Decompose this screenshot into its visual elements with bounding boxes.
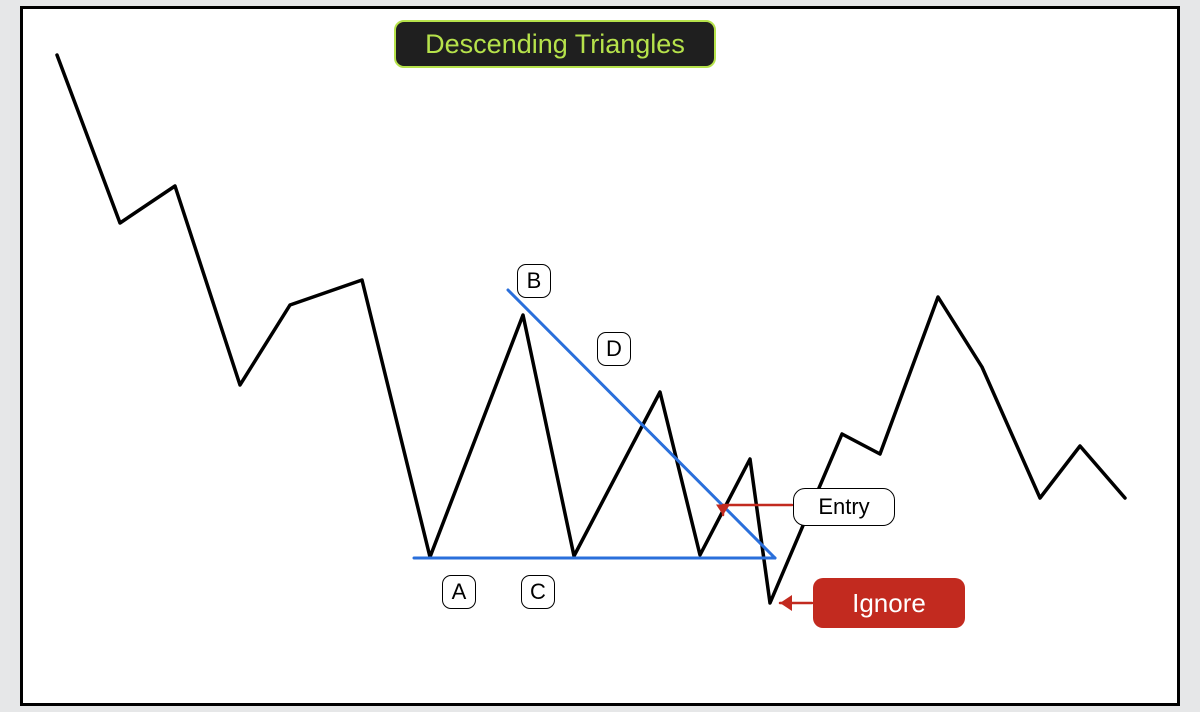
- page-background: Descending Triangles A B C D Entry Ignore: [0, 0, 1200, 712]
- point-label-d: D: [597, 332, 631, 366]
- entry-label: Entry: [818, 494, 869, 520]
- point-label-a: A: [442, 575, 476, 609]
- title-text: Descending Triangles: [425, 29, 685, 60]
- title-badge: Descending Triangles: [394, 20, 716, 68]
- ignore-callout: Ignore: [813, 578, 965, 628]
- entry-callout: Entry: [793, 488, 895, 526]
- point-label-b: B: [517, 264, 551, 298]
- ignore-label: Ignore: [852, 588, 926, 619]
- point-label-c: C: [521, 575, 555, 609]
